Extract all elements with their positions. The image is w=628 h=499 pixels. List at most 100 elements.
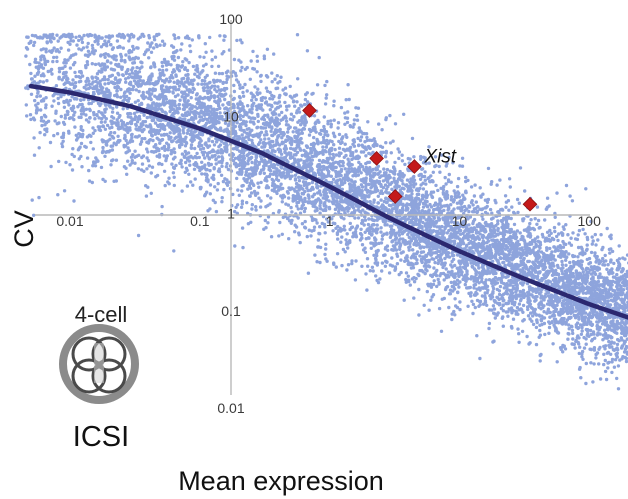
data-point [181, 60, 184, 63]
data-point [96, 72, 99, 75]
data-point [148, 88, 151, 91]
data-point [103, 155, 106, 158]
data-point [360, 233, 363, 236]
data-point [124, 53, 127, 56]
data-point [357, 216, 360, 219]
data-point [265, 74, 268, 77]
data-point [111, 148, 114, 151]
data-point [350, 178, 353, 181]
data-point [355, 114, 358, 117]
data-point [548, 247, 551, 250]
data-point [193, 147, 196, 150]
data-point [551, 342, 554, 345]
data-point [226, 70, 229, 73]
data-point [222, 188, 225, 191]
data-point [215, 140, 218, 143]
data-point [87, 42, 90, 45]
data-point [44, 103, 47, 106]
data-point [576, 255, 579, 258]
data-point [516, 211, 519, 214]
data-point [444, 176, 447, 179]
data-point [257, 120, 260, 123]
data-point [596, 238, 599, 241]
data-point [604, 359, 607, 362]
data-point [278, 209, 281, 212]
data-point [241, 133, 244, 136]
data-point [553, 226, 556, 229]
data-point [232, 84, 235, 87]
data-point [259, 199, 262, 202]
data-point [286, 130, 289, 133]
data-point [610, 360, 613, 363]
data-point [345, 98, 348, 101]
data-point [292, 99, 295, 102]
data-point [360, 236, 363, 239]
data-point [124, 144, 127, 147]
data-point [466, 305, 469, 308]
data-point [568, 261, 571, 264]
data-point [235, 177, 238, 180]
data-point [71, 78, 74, 81]
data-point [200, 172, 203, 175]
data-point [363, 247, 366, 250]
data-point [267, 137, 270, 140]
data-point [46, 60, 49, 63]
data-point [584, 382, 587, 385]
data-point [403, 163, 406, 166]
data-point [467, 204, 470, 207]
data-point [346, 206, 349, 209]
data-point [429, 299, 432, 302]
data-point [137, 167, 140, 170]
data-point [458, 300, 461, 303]
data-point [359, 228, 362, 231]
data-point [346, 246, 349, 249]
data-point [521, 311, 524, 314]
data-point [233, 58, 236, 61]
data-point [315, 207, 318, 210]
data-point [138, 134, 141, 137]
data-point [38, 146, 41, 149]
data-point [191, 83, 194, 86]
data-point [461, 165, 464, 168]
data-point [300, 128, 303, 131]
data-point [32, 44, 35, 47]
data-point [72, 199, 75, 202]
data-point [127, 76, 130, 79]
data-point [344, 250, 347, 253]
data-point [102, 53, 105, 56]
data-point [225, 182, 228, 185]
data-point [597, 362, 600, 365]
data-point [272, 52, 275, 55]
data-point [241, 246, 244, 249]
data-point [479, 226, 482, 229]
data-point [217, 182, 220, 185]
data-point [241, 226, 244, 229]
data-point [591, 235, 594, 238]
data-point [239, 69, 242, 72]
data-point [586, 243, 589, 246]
data-point [263, 137, 266, 140]
data-point [537, 219, 540, 222]
data-point [303, 197, 306, 200]
data-point [292, 115, 295, 118]
data-point [604, 370, 607, 373]
data-point [602, 333, 605, 336]
data-point [450, 318, 453, 321]
data-point [390, 256, 393, 259]
data-point [278, 100, 281, 103]
data-point [591, 242, 594, 245]
data-point [462, 242, 465, 245]
data-point [141, 162, 144, 165]
data-point [91, 47, 94, 50]
data-point [287, 237, 290, 240]
data-point [333, 119, 336, 122]
data-point [255, 70, 258, 73]
data-point [363, 140, 366, 143]
data-point [594, 243, 597, 246]
data-point [423, 170, 426, 173]
data-point [192, 78, 195, 81]
data-point [538, 329, 541, 332]
data-point [263, 172, 266, 175]
data-point [279, 149, 282, 152]
data-point [287, 196, 290, 199]
